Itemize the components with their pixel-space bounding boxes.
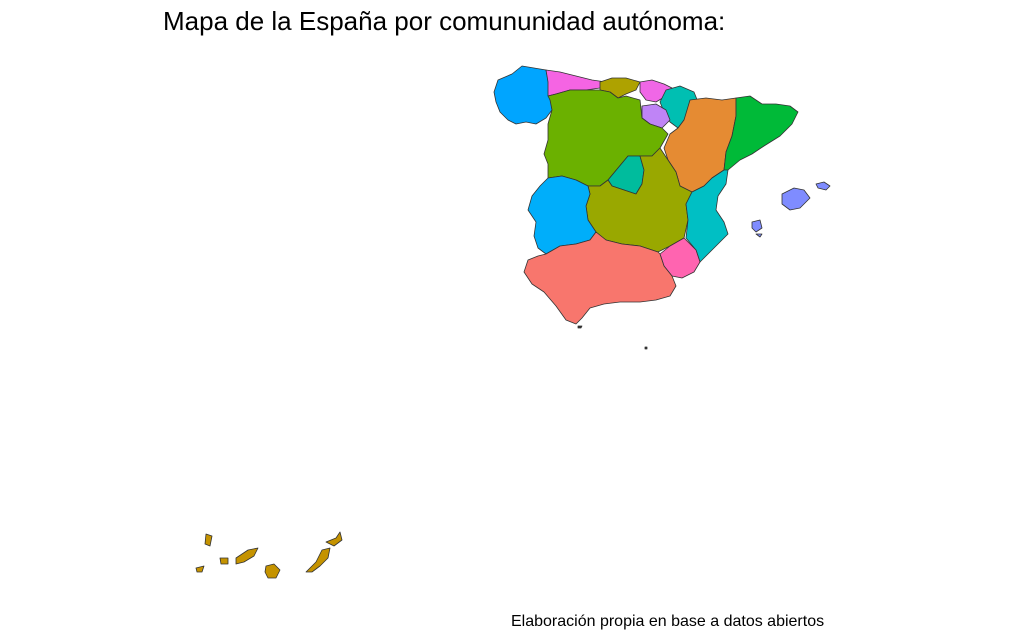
region-canarias-el-hierro[interactable] xyxy=(195,565,205,573)
region-canarias-lanzarote[interactable] xyxy=(325,531,343,547)
region-baleares-formentera[interactable] xyxy=(755,233,763,238)
region-andalucia[interactable] xyxy=(523,231,677,325)
region-canarias-la-gomera[interactable] xyxy=(219,557,229,565)
region-cataluna[interactable] xyxy=(723,95,799,171)
region-canarias-la-palma[interactable] xyxy=(204,533,213,547)
region-melilla[interactable] xyxy=(644,346,648,350)
map-caption: Elaboración propia en base a datos abier… xyxy=(511,613,825,630)
region-baleares-menorca[interactable] xyxy=(815,181,831,191)
region-ceuta[interactable] xyxy=(577,325,583,329)
region-galicia[interactable] xyxy=(493,65,553,125)
region-canarias-tenerife[interactable] xyxy=(235,547,259,565)
region-baleares-mallorca[interactable] xyxy=(781,187,811,211)
region-baleares-ibiza[interactable] xyxy=(751,219,763,233)
map-title: Mapa de la España por comununidad autóno… xyxy=(163,6,726,36)
region-valencia[interactable] xyxy=(685,169,729,263)
region-asturias[interactable] xyxy=(545,69,607,97)
region-canarias-gran-canaria[interactable] xyxy=(264,563,281,579)
region-canarias-fuerteventura[interactable] xyxy=(305,547,331,573)
